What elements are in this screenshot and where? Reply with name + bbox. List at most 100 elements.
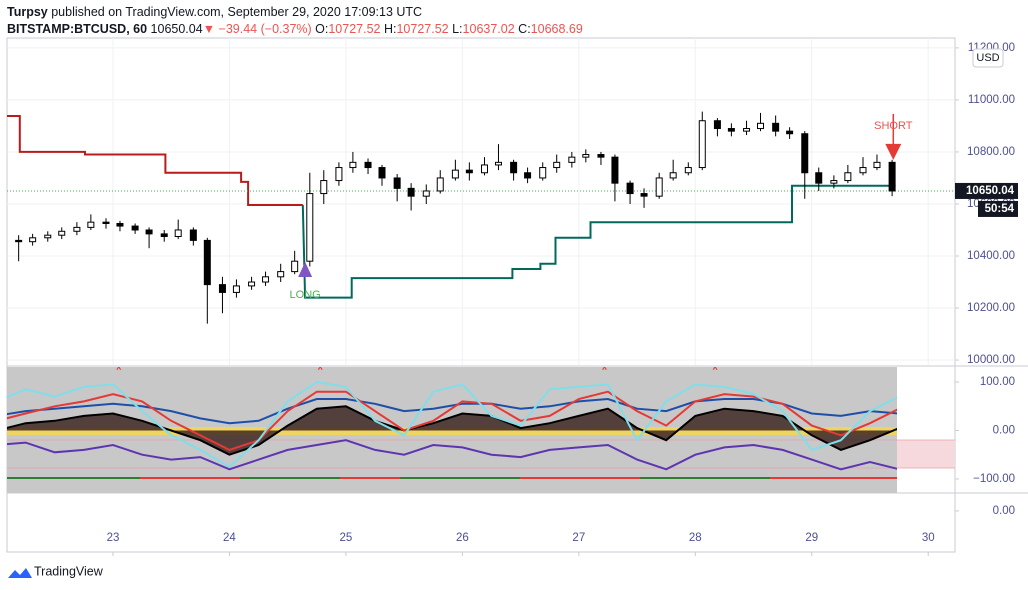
oscillator-line (7, 405, 897, 456)
annotation: LONG (290, 289, 321, 301)
axes: 10000.0010200.0010400.0010600.0010800.00… (107, 42, 1018, 556)
chart-frame (6, 37, 956, 553)
candle-body (277, 271, 285, 278)
x-tick-label: 25 (340, 532, 353, 544)
ohlc-label: H: (384, 22, 397, 36)
candle-body (15, 239, 23, 243)
x-tick-label: 24 (223, 532, 236, 544)
zero-band (7, 427, 897, 435)
stop-line (7, 115, 303, 206)
candle-body (335, 167, 343, 182)
x-tick-label: 29 (805, 532, 818, 544)
currency: USD (976, 52, 999, 64)
candle-body (626, 182, 634, 195)
ohlc-value: 10727.52 (396, 22, 448, 36)
y-tick-label: 0.00 (993, 505, 1015, 517)
ohlc: O:10727.52 H:10727.52 L:10637.02 C:10668… (315, 22, 583, 36)
annotation: SHORT (874, 120, 913, 132)
y-tick-label: −100.00 (973, 473, 1015, 485)
oscillator-line (7, 390, 897, 451)
x-tick-label: 28 (689, 532, 702, 544)
brand: TradingView (34, 564, 104, 578)
candle-body (291, 260, 299, 273)
change: −39.44 (−0.37%) (219, 22, 312, 36)
y-tick-label: 10400.00 (967, 250, 1015, 262)
candle-body (611, 156, 619, 184)
candle-body (160, 233, 168, 237)
brand-logo (8, 568, 32, 578)
y-tick-label: 0.00 (993, 425, 1015, 437)
last-price-label: 10650.04 (966, 185, 1015, 197)
candle-body (116, 222, 124, 227)
y-tick-label: 10000.00 (967, 354, 1015, 366)
signal-star: * (712, 361, 719, 381)
candle-body (262, 276, 270, 283)
candle-body (232, 285, 240, 293)
candle-body (73, 226, 81, 232)
candle-body (524, 172, 532, 179)
candle-body (102, 221, 110, 224)
oscillator-line (7, 397, 897, 425)
candle-body (684, 167, 692, 174)
y-tick-label: 10200.00 (967, 302, 1015, 314)
candle-body (407, 187, 415, 197)
candle-body (698, 120, 706, 169)
short-arrow (885, 143, 902, 160)
candle-body (539, 167, 547, 179)
price-pane: LONG SHORT (7, 38, 955, 365)
ohlc-value: 10668.69 (531, 22, 583, 36)
candle-body (378, 167, 386, 179)
publisher-line: Turpsy published on TradingView.com, Sep… (7, 5, 422, 19)
candle-body (465, 169, 473, 174)
down-icon: ▼ (203, 22, 215, 36)
x-tick-label: 30 (922, 532, 935, 544)
candle-body (306, 193, 314, 262)
candle-body (582, 154, 590, 158)
candle-body (349, 161, 357, 169)
candle-body (58, 230, 66, 236)
candle-body (772, 122, 780, 132)
candle-body (655, 177, 663, 197)
candle-body (553, 161, 561, 169)
candle-body (189, 229, 197, 241)
candle-body (480, 164, 488, 174)
candle-body (757, 122, 765, 130)
candle-body (320, 180, 328, 195)
candle-body (727, 128, 735, 132)
candle-body (422, 190, 430, 197)
ohlc-value: 10727.52 (328, 22, 380, 36)
symbol: BITSTAMP:BTCUSD, 60 (7, 22, 147, 36)
y-tick-label: 11000.00 (968, 94, 1015, 106)
candle-body (145, 229, 153, 235)
candle-body (44, 234, 52, 239)
currency-box (972, 48, 1004, 68)
candle-body (218, 284, 226, 293)
ohlc-label: L: (452, 22, 462, 36)
x-tick-label: 26 (456, 532, 469, 544)
candle-body (436, 177, 444, 192)
oscillator-pane: * * * * (7, 361, 897, 471)
candle-body (786, 130, 794, 135)
candle-body (568, 156, 576, 163)
countdown-box (978, 200, 1018, 217)
signal-star: * (601, 361, 608, 381)
candle-body (597, 154, 605, 158)
candle-body (393, 177, 401, 189)
candle-body (640, 193, 648, 197)
candle-body (743, 128, 751, 132)
signal-star: * (115, 361, 122, 381)
candle-body (451, 169, 459, 179)
candle-body (174, 229, 182, 237)
author: Turpsy (7, 5, 48, 19)
candle-body (131, 225, 139, 231)
candle-body (203, 239, 211, 286)
candle-body (669, 172, 677, 179)
candle-body (873, 161, 881, 169)
candle-body (494, 161, 502, 166)
oscillator-line (7, 380, 897, 469)
candle-body (844, 172, 852, 182)
countdown: 50:54 (985, 203, 1015, 215)
